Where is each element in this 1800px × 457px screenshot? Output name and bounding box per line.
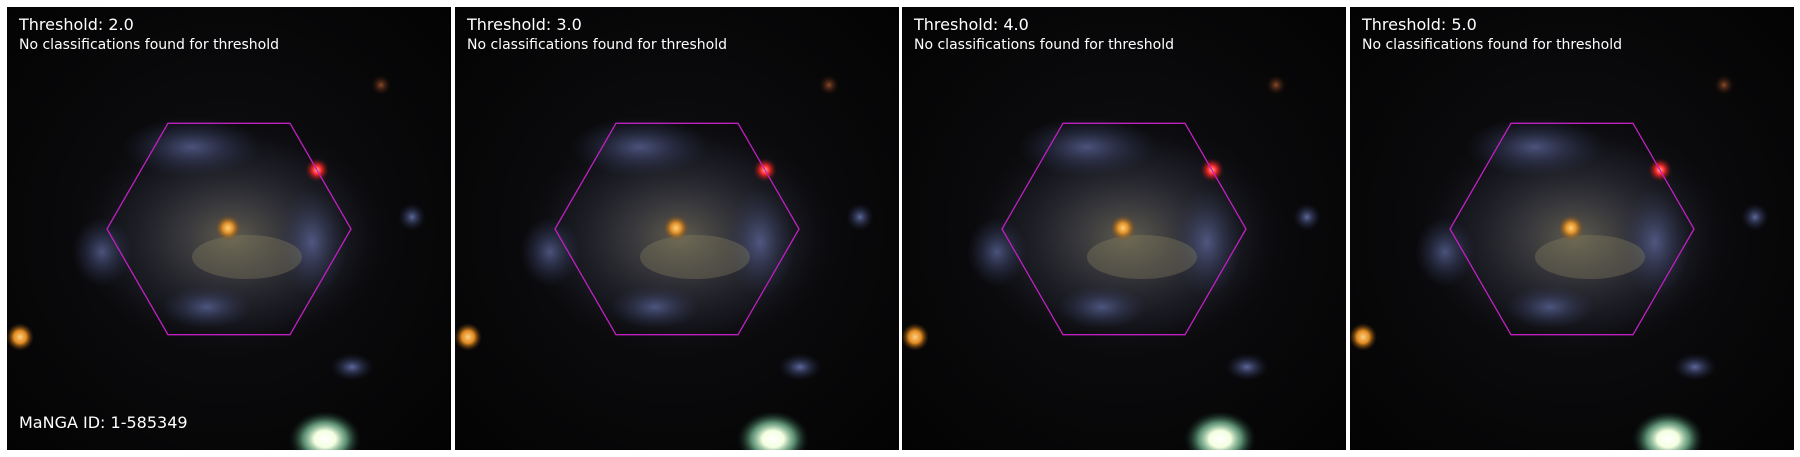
- orange-star: [1350, 323, 1377, 351]
- panel-title: Threshold: 3.0: [467, 15, 582, 34]
- bright-star: [737, 411, 809, 450]
- galaxy-image: [7, 7, 451, 450]
- faint-source: [1714, 75, 1734, 95]
- orange-star: [455, 323, 482, 351]
- bright-star: [289, 411, 361, 450]
- threshold-panel: Threshold: 3.0 No classifications found f…: [455, 7, 899, 450]
- galaxy-core: [1110, 215, 1136, 241]
- bright-star: [1184, 411, 1256, 450]
- threshold-panel: Threshold: 5.0 No classifications found f…: [1350, 7, 1794, 450]
- faint-source: [819, 75, 839, 95]
- galaxy-core: [1558, 215, 1584, 241]
- panel-message: No classifications found for threshold: [1362, 37, 1622, 53]
- orange-star: [902, 323, 929, 351]
- galaxy-core: [215, 215, 241, 241]
- galaxy-image: [455, 7, 899, 450]
- panel-message: No classifications found for threshold: [467, 37, 727, 53]
- panel-title: Threshold: 5.0: [1362, 15, 1477, 34]
- faint-source: [371, 75, 391, 95]
- ifu-hexagon: [1001, 122, 1247, 336]
- orange-star: [7, 323, 34, 351]
- ifu-hexagon: [554, 122, 800, 336]
- galaxy-image: [1350, 7, 1794, 450]
- ifu-hexagon: [106, 122, 352, 336]
- threshold-panel: Threshold: 2.0 No classifications found f…: [7, 7, 451, 450]
- galaxy-image: [902, 7, 1346, 450]
- panel-title: Threshold: 2.0: [19, 15, 134, 34]
- panel-message: No classifications found for threshold: [19, 37, 279, 53]
- faint-source: [1266, 75, 1286, 95]
- ifu-hexagon: [1449, 122, 1695, 336]
- galaxy-core: [663, 215, 689, 241]
- panel-title: Threshold: 4.0: [914, 15, 1029, 34]
- panel-message: No classifications found for threshold: [914, 37, 1174, 53]
- threshold-panel: Threshold: 4.0 No classifications found f…: [902, 7, 1346, 450]
- bright-star: [1632, 411, 1704, 450]
- manga-id-label: MaNGA ID: 1-585349: [19, 413, 188, 432]
